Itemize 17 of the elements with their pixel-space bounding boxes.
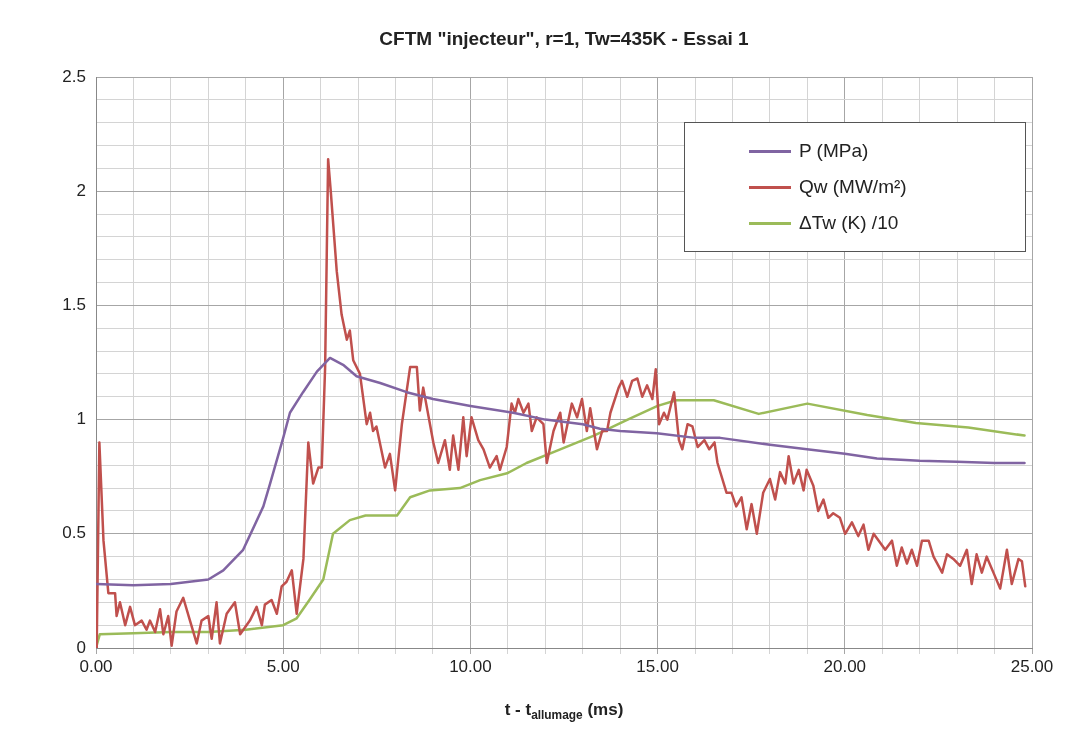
- x-tick-label: 10.00: [449, 656, 492, 676]
- x-axis-title: t - t$_{allumage}$ (ms): [503, 700, 625, 723]
- y-tick-label: 0.5: [62, 523, 86, 543]
- y-tick-label: 0: [76, 637, 86, 657]
- x-tick-label: 0.00: [79, 656, 113, 676]
- y-tick-label: 1.5: [62, 295, 86, 315]
- legend-label: P (MPa): [799, 140, 869, 162]
- y-tick-label: 2: [76, 180, 86, 200]
- x-tick-label: 5.00: [266, 656, 300, 676]
- y-tick-label: 2.5: [62, 66, 86, 86]
- x-tick-label: 25.00: [1010, 656, 1054, 676]
- legend-label: Qw (MW/m²): [799, 176, 907, 198]
- y-tick-label: 1: [76, 409, 86, 429]
- x-tick-label: 15.00: [636, 656, 679, 676]
- x-tick-label: 20.00: [823, 656, 867, 676]
- chart-title: CFTM "injecteur", r=1, Tw=435K - Essai 1: [378, 28, 750, 50]
- legend-label: ΔTw (K) /10: [799, 212, 899, 234]
